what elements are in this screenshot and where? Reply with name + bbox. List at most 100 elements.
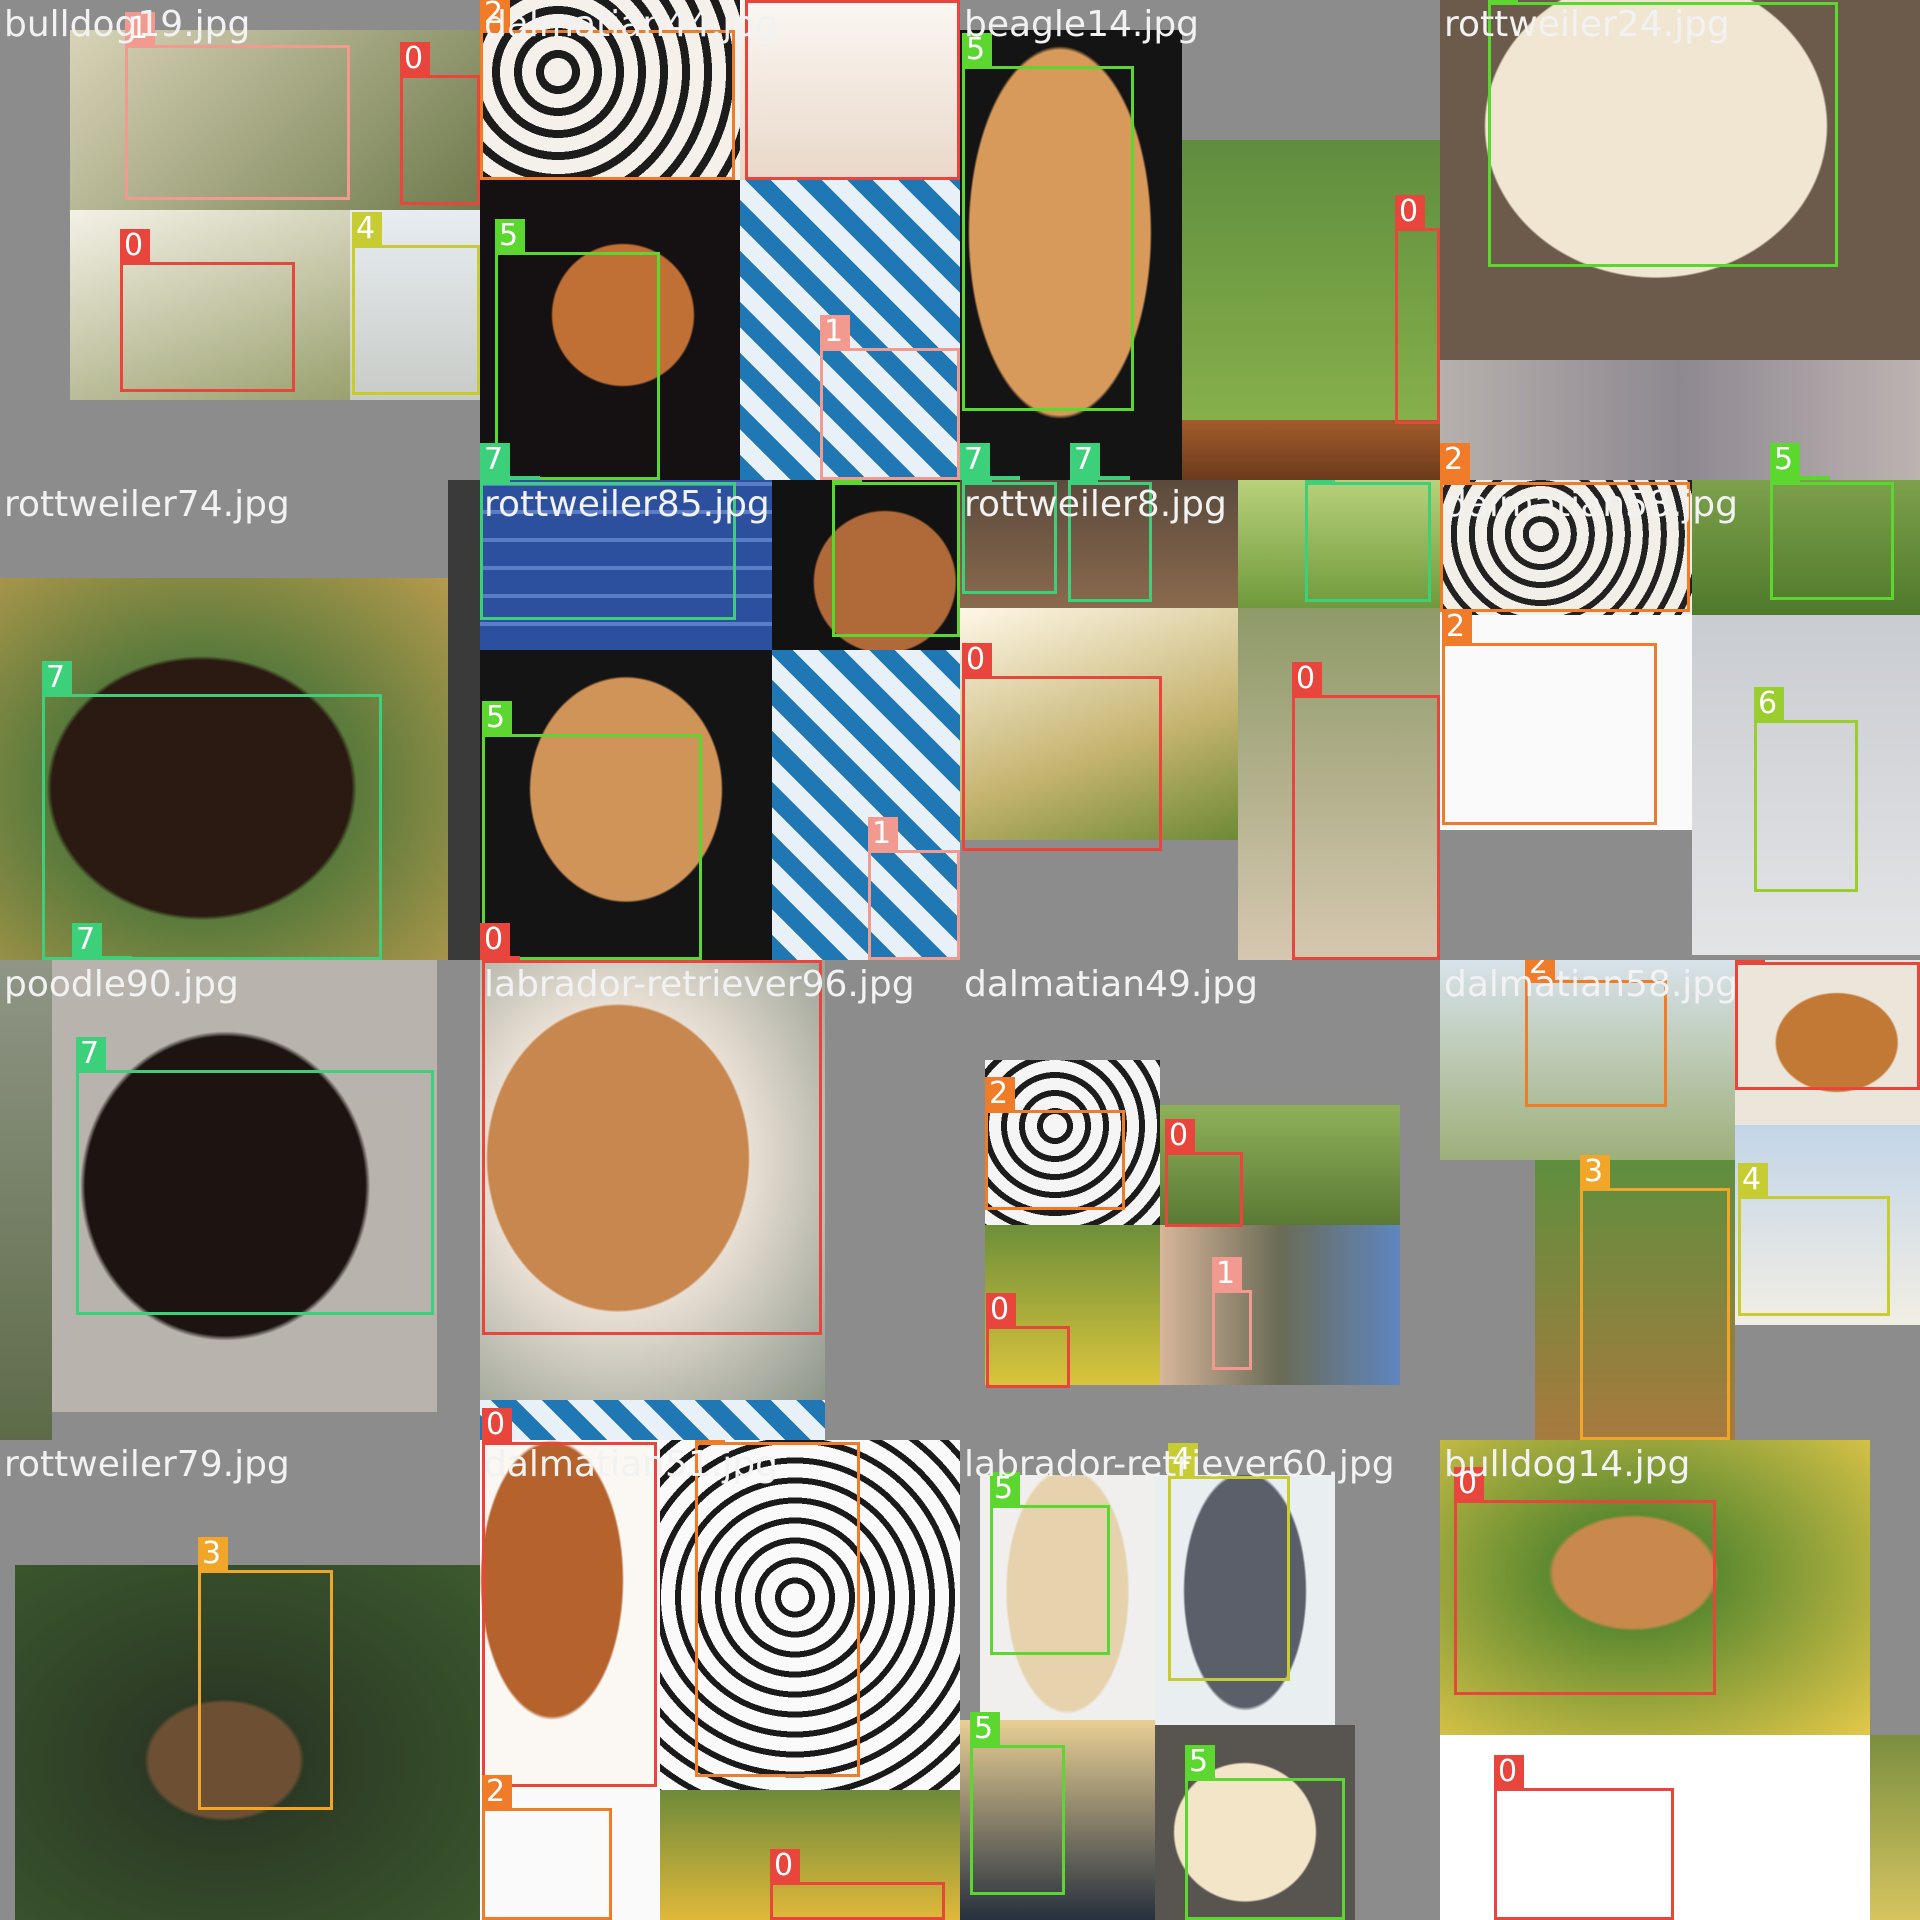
- mosaic-tile: dalmatian49.jpg 2 0 0 1: [960, 960, 1440, 1440]
- detection-box: 5: [962, 33, 1134, 411]
- detection-box: 5: [1770, 480, 1894, 600]
- detection-box: 2: [1525, 960, 1667, 1107]
- tile-filename: rottweiler24.jpg: [1444, 4, 1730, 45]
- class-label: 2: [1525, 960, 1555, 981]
- class-label: 5: [1770, 443, 1800, 477]
- dog-photo: [480, 650, 772, 960]
- dog-photo: [960, 1720, 1155, 1920]
- dog-photo: [960, 30, 1182, 480]
- dog-photo: [480, 1400, 825, 1440]
- class-label: 5: [1770, 480, 1800, 483]
- detection-box: 2: [1440, 480, 1690, 612]
- mosaic-tile: labrador-retriever60.jpg 5 4 5 5: [960, 1440, 1440, 1920]
- detection-box: 2: [482, 1775, 612, 1920]
- dog-photo: [1692, 615, 1920, 955]
- mosaic-tile: rottweiler74.jpg 7 7: [0, 480, 480, 960]
- detection-box: 1: [820, 315, 960, 480]
- detection-box: 5: [1185, 1745, 1345, 1920]
- class-label: 1: [125, 12, 155, 46]
- class-label: 6: [1754, 687, 1784, 721]
- detection-box: 5: [495, 219, 660, 480]
- class-label: 0: [962, 643, 992, 677]
- dog-photo: [960, 480, 1238, 608]
- detection-box: 3: [1580, 1155, 1730, 1440]
- class-label: 2: [1440, 480, 1470, 483]
- dog-photo: [448, 480, 480, 960]
- mosaic-tile: rottweiler79.jpg 3: [0, 1440, 480, 1920]
- class-label: 5: [832, 480, 862, 483]
- class-label: 7: [1068, 480, 1098, 483]
- class-label: 7: [42, 661, 72, 695]
- detection-box: 6: [1754, 687, 1858, 892]
- detection-box: 0: [400, 42, 480, 205]
- class-label: 7: [1305, 480, 1335, 483]
- detection-box: 2: [480, 0, 735, 180]
- detection-box: 0: [482, 960, 822, 1440]
- class-label: 3: [1580, 1155, 1610, 1189]
- dog-photo: [480, 960, 825, 1400]
- dog-photo: [480, 1440, 660, 1790]
- detection-box: 0: [986, 1293, 1070, 1388]
- detection-box: 2: [1442, 610, 1657, 825]
- tile-filename: bulldog19.jpg: [4, 4, 251, 45]
- mosaic-tile: labrador-retriever96.jpg 0: [480, 960, 960, 1440]
- dog-photo: [0, 578, 448, 960]
- dog-photo: [480, 1790, 660, 1920]
- class-label: 1: [1212, 1257, 1242, 1291]
- tile-filename: rottweiler79.jpg: [4, 1444, 290, 1485]
- class-label: 7: [480, 443, 510, 477]
- dog-photo: [1182, 420, 1440, 480]
- class-label: 7: [960, 443, 990, 477]
- detection-box: 4: [1168, 1443, 1290, 1681]
- detection-box: 0: [770, 1849, 945, 1920]
- class-label: 0: [986, 1293, 1016, 1327]
- class-label: 5: [970, 1712, 1000, 1746]
- class-label: 2: [480, 0, 510, 31]
- detection-box: 0: [745, 0, 960, 180]
- detection-box: 0: [1292, 662, 1440, 960]
- mosaic-tile: dalmatian51.jpg 0 2 2 0: [480, 1440, 960, 1920]
- class-label: 5: [990, 1472, 1020, 1506]
- tile-filename: bulldog14.jpg: [1444, 1444, 1691, 1485]
- dog-photo: [1155, 1475, 1335, 1765]
- class-label: 4: [1168, 1443, 1198, 1477]
- detection-box: 2: [1440, 443, 1470, 480]
- dog-photo: [1440, 480, 1692, 615]
- dog-photo: [660, 1440, 960, 1790]
- detection-box: 7: [962, 480, 1057, 594]
- mosaic-tile: dalmatian58.jpg 2 0 3 4: [1440, 960, 1920, 1440]
- detection-box: 4: [1738, 1163, 1890, 1316]
- dog-photo: [1160, 1105, 1400, 1225]
- tile-filename: dalmatian51.jpg: [484, 1444, 778, 1485]
- class-label: 0: [480, 923, 510, 957]
- dog-photo: [1440, 960, 1735, 1160]
- class-label: 0: [482, 1440, 512, 1443]
- tile-filename: dalmatian58.jpg: [1444, 484, 1738, 525]
- detection-box: 5: [990, 1472, 1110, 1655]
- detection-box: 2: [695, 1440, 860, 1777]
- tile-filename: beagle14.jpg: [964, 4, 1200, 45]
- dog-photo: [1440, 1440, 1870, 1735]
- detection-box: 7: [480, 443, 540, 480]
- class-label: 5: [962, 33, 992, 67]
- class-label: 3: [198, 1537, 228, 1571]
- detection-box: 2: [985, 1077, 1125, 1210]
- detection-box: 7: [480, 480, 736, 620]
- detection-box: 7: [960, 443, 1020, 480]
- mosaic-tile: dalmatian44.jpg 2 0 5 1 7: [480, 0, 960, 480]
- class-label: 0: [1494, 1755, 1524, 1789]
- tile-filename: dalmatian49.jpg: [964, 964, 1258, 1005]
- detection-box: 0: [482, 1440, 657, 1787]
- detection-box: 7: [76, 1037, 434, 1315]
- detection-box: 0: [1454, 1467, 1716, 1695]
- dog-photo: [1160, 1225, 1400, 1385]
- dog-photo: [772, 650, 960, 960]
- dog-photo: [660, 1790, 960, 1920]
- class-label: 0: [400, 42, 430, 76]
- mosaic-tile: poodle90.jpg 7: [0, 960, 480, 1440]
- dog-photo: [1535, 1160, 1735, 1440]
- detection-box: 0: [962, 643, 1162, 851]
- tile-filename: rottweiler8.jpg: [964, 484, 1227, 525]
- detection-box: 0: [1395, 195, 1440, 424]
- class-label: 5: [495, 219, 525, 253]
